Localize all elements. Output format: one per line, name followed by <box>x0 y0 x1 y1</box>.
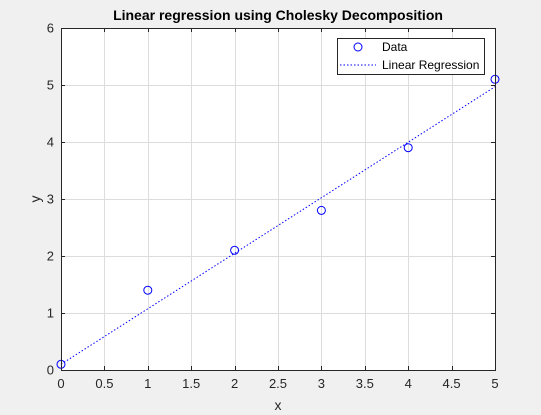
data-point <box>316 205 326 215</box>
x-tick-label: 3.5 <box>356 376 374 391</box>
data-point <box>403 143 413 153</box>
x-tick-label: 4.5 <box>443 376 461 391</box>
y-tick-label: 3 <box>47 192 54 207</box>
data-point <box>143 285 153 295</box>
chart-title: Linear regression using Cholesky Decompo… <box>113 7 443 23</box>
y-tick-label: 1 <box>47 306 54 321</box>
legend-marker-data <box>353 42 363 52</box>
x-tick-label: 2 <box>231 376 238 391</box>
legend-label-regression: Linear Regression <box>382 58 479 72</box>
y-tick-label: 0 <box>47 363 54 378</box>
x-tick-label: 2.5 <box>269 376 287 391</box>
y-tick-label: 2 <box>47 249 54 264</box>
data-point <box>230 245 240 255</box>
x-tick-label: 0 <box>57 376 64 391</box>
x-axis-label: x <box>275 397 282 413</box>
x-tick-label: 1 <box>144 376 151 391</box>
x-tick-label: 1.5 <box>182 376 200 391</box>
ticks: 0 0.5 1 1.5 2 2.5 3 3.5 4 4.5 5 0 1 2 3 4 5 6 <box>47 21 499 392</box>
x-tick-label: 0.5 <box>95 376 113 391</box>
y-tick-label: 5 <box>47 78 54 93</box>
legend-box <box>337 38 485 75</box>
y-axis-label: y <box>27 196 43 203</box>
x-tick-label: 4 <box>405 376 412 391</box>
legend: Data Linear Regression <box>337 38 485 75</box>
x-tick-label: 3 <box>318 376 325 391</box>
y-tick-label: 4 <box>47 135 54 150</box>
x-tick-label: 5 <box>491 376 498 391</box>
legend-label-data: Data <box>382 40 408 54</box>
y-tick-label: 6 <box>47 21 54 36</box>
